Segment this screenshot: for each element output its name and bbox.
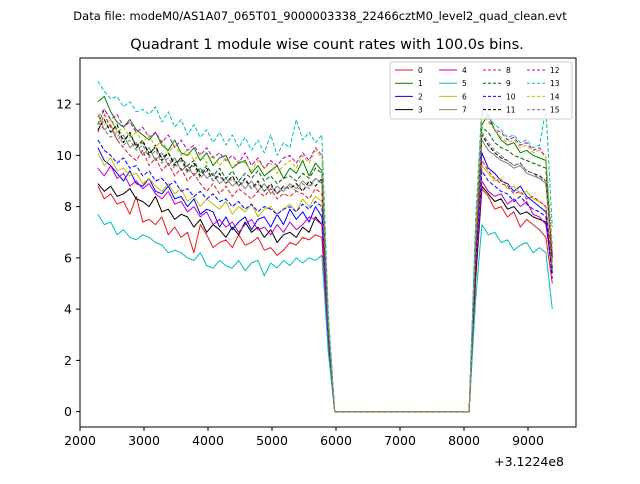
legend-label-8: 8 <box>506 66 511 75</box>
legend-label-5: 5 <box>462 79 467 88</box>
series-line-10 <box>97 139 553 413</box>
y-tick-label-4: 4 <box>64 302 72 317</box>
legend-label-12: 12 <box>550 66 560 75</box>
legend-label-1: 1 <box>418 79 423 88</box>
legend-label-0: 0 <box>418 66 423 75</box>
x-tick-label-8000: 8000 <box>448 433 480 448</box>
legend-label-6: 6 <box>462 92 467 101</box>
legend-label-2: 2 <box>418 92 423 101</box>
series-line-5 <box>97 214 553 413</box>
legend-frame <box>389 61 573 120</box>
x-tick-label-5000: 5000 <box>256 433 288 448</box>
axes: 2000 3000 4000 5000 6000 7000 8000 900002468101… <box>56 57 577 448</box>
series-layer <box>97 80 553 413</box>
y-tick-label-6: 6 <box>64 250 72 265</box>
legend-label-14: 14 <box>550 92 560 101</box>
legend-label-7: 7 <box>462 106 467 115</box>
x-tick-label-7000: 7000 <box>384 433 416 448</box>
series-line-4 <box>97 165 553 413</box>
legend-label-9: 9 <box>506 79 511 88</box>
legend-label-3: 3 <box>418 106 423 115</box>
y-tick-label-2: 2 <box>64 353 72 368</box>
legend-label-13: 13 <box>550 79 560 88</box>
legend-label-11: 11 <box>506 106 516 115</box>
x-offset-label: +3.1224e8 <box>494 454 564 469</box>
legend-label-4: 4 <box>462 66 467 75</box>
chart-title: Quadrant 1 module wise count rates with … <box>130 37 524 53</box>
x-tick-label-6000: 6000 <box>320 433 352 448</box>
series-line-8 <box>97 113 553 413</box>
series-line-14 <box>97 113 553 413</box>
x-tick-label-4000: 4000 <box>192 433 224 448</box>
y-tick-label-12: 12 <box>56 97 72 112</box>
y-tick-label-8: 8 <box>64 199 72 214</box>
legend-label-10: 10 <box>506 92 516 101</box>
axes-frame <box>79 57 577 428</box>
legend-label-15: 15 <box>550 106 560 115</box>
figure-suptitle: Data file: modeM0/AS1A07_065T01_90000033… <box>73 9 567 23</box>
series-line-15 <box>97 121 553 413</box>
y-tick-label-10: 10 <box>56 148 72 163</box>
x-tick-label-2000: 2000 <box>64 433 96 448</box>
series-line-13 <box>97 80 553 413</box>
x-tick-label-9000: 9000 <box>512 433 544 448</box>
x-tick-label-3000: 3000 <box>128 433 160 448</box>
y-tick-label-0: 0 <box>64 404 72 419</box>
